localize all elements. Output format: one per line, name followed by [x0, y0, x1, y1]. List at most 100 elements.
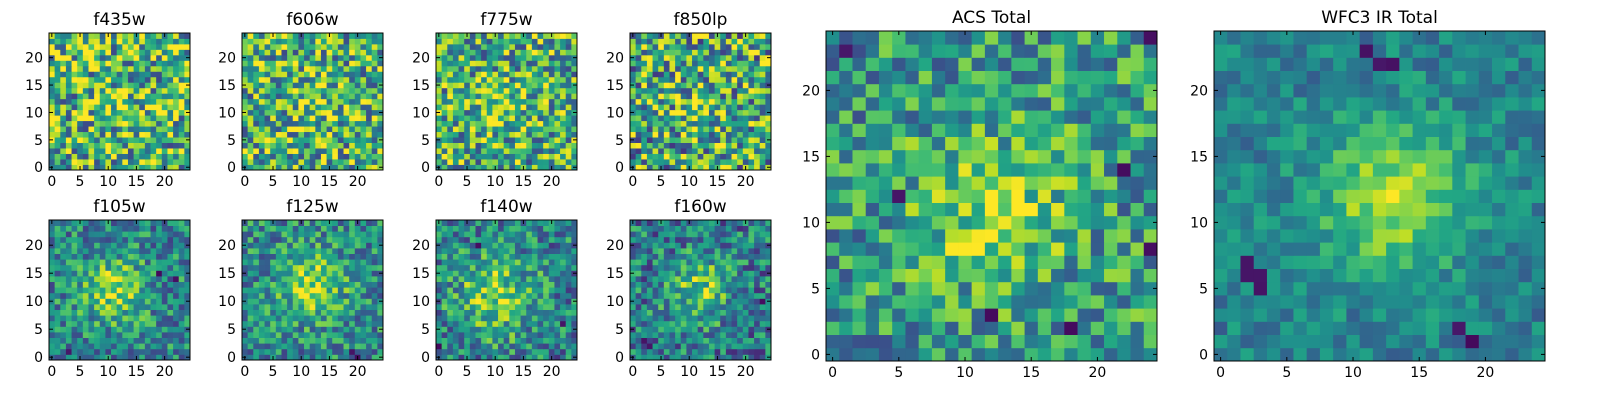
heatmap-cell	[486, 231, 493, 238]
heatmap-cell	[475, 326, 482, 333]
heatmap-cell	[65, 337, 72, 344]
heatmap-cell	[65, 315, 72, 322]
heatmap-cell	[178, 276, 185, 282]
heatmap-cell	[264, 54, 271, 61]
heatmap-cell	[509, 292, 516, 299]
heatmap-cell	[475, 131, 482, 138]
heatmap-cell	[326, 309, 333, 316]
heatmap-cell	[167, 276, 174, 282]
heatmap-cell	[77, 276, 84, 282]
heatmap-cell	[560, 348, 567, 355]
heatmap-cell	[714, 337, 721, 344]
heatmap-cell	[253, 38, 260, 45]
heatmap-cell	[481, 60, 488, 67]
heatmap-cell	[720, 115, 727, 122]
heatmap-cell	[680, 270, 687, 277]
heatmap-cell	[441, 33, 448, 39]
heatmap-cell	[287, 225, 294, 232]
heatmap-cell	[537, 281, 544, 288]
heatmap-cell	[697, 115, 704, 122]
heatmap-cell	[326, 276, 333, 282]
heatmap-cell	[349, 236, 356, 243]
heatmap-cell	[742, 332, 749, 338]
heatmap-cell	[765, 60, 772, 67]
heatmap-cell	[447, 93, 454, 100]
heatmap-cell	[71, 298, 78, 305]
heatmap-cell	[377, 220, 384, 226]
heatmap-cell	[82, 164, 89, 171]
heatmap-cell	[509, 253, 516, 260]
heatmap-cell	[486, 87, 493, 94]
heatmap-cell	[680, 148, 687, 154]
heatmap-cell	[481, 304, 488, 310]
heatmap-cell	[320, 332, 327, 338]
heatmap-cell	[71, 304, 78, 310]
heatmap-cell	[531, 354, 538, 361]
heatmap-cell	[360, 104, 367, 111]
heatmap-cell	[287, 131, 294, 138]
heatmap-cell	[298, 332, 305, 338]
heatmap-cell	[554, 320, 561, 327]
heatmap-cell	[371, 93, 378, 100]
heatmap-cell	[503, 76, 510, 83]
heatmap-cell	[99, 76, 106, 83]
heatmap-cell	[447, 142, 454, 149]
heatmap-cell	[127, 164, 134, 171]
heatmap-cell	[481, 292, 488, 299]
heatmap-cell	[167, 76, 174, 83]
heatmap-cell	[360, 242, 367, 249]
heatmap-cell	[150, 315, 157, 322]
heatmap-cell	[178, 87, 185, 94]
heatmap-cell	[247, 343, 254, 350]
heatmap-cell	[543, 348, 550, 355]
heatmap-cell	[116, 332, 123, 338]
heatmap-cell	[88, 38, 95, 45]
heatmap-cell	[71, 148, 78, 154]
heatmap-cell	[111, 242, 118, 249]
heatmap-cell	[287, 71, 294, 78]
y-tick-label: 10	[412, 105, 430, 121]
heatmap-cell	[264, 115, 271, 122]
heatmap-cell	[737, 142, 744, 149]
heatmap-cell	[658, 54, 665, 61]
heatmap-cell	[731, 126, 738, 133]
heatmap-cell	[452, 126, 459, 133]
heatmap-cell	[304, 148, 311, 154]
heatmap-cell	[692, 276, 699, 282]
heatmap-cell	[82, 87, 89, 94]
heatmap-cell	[469, 65, 476, 72]
heatmap-cell	[720, 287, 727, 294]
heatmap-cell	[184, 225, 191, 232]
heatmap-cell	[520, 93, 527, 100]
heatmap-cell	[481, 43, 488, 50]
heatmap-cell	[498, 354, 505, 361]
heatmap-cell	[765, 76, 772, 83]
heatmap-cell	[646, 320, 653, 327]
heatmap-cell	[167, 49, 174, 56]
heatmap-cell	[447, 87, 454, 94]
heatmap-cell	[127, 287, 134, 294]
heatmap-cell	[475, 126, 482, 133]
heatmap-cell	[669, 54, 676, 61]
heatmap-cell	[332, 320, 339, 327]
heatmap-cell	[349, 159, 356, 165]
y-tick-label: 20	[412, 51, 430, 67]
heatmap-cell	[537, 236, 544, 243]
heatmap-cell	[82, 33, 89, 39]
heatmap-cell	[270, 287, 277, 294]
heatmap-cell	[436, 49, 443, 56]
heatmap-cell	[548, 253, 555, 260]
heatmap-cell	[447, 49, 454, 56]
heatmap-cell	[242, 304, 249, 310]
heatmap-cell	[71, 276, 78, 282]
heatmap-cell	[144, 320, 151, 327]
heatmap-cell	[641, 287, 648, 294]
heatmap-cell	[630, 276, 637, 282]
heatmap-cell	[531, 142, 538, 149]
heatmap-cell	[139, 236, 146, 243]
heatmap-cell	[247, 292, 254, 299]
heatmap-cell	[161, 60, 168, 67]
heatmap-cell	[697, 109, 704, 116]
heatmap-cell	[737, 298, 744, 305]
heatmap-cell	[565, 71, 572, 78]
